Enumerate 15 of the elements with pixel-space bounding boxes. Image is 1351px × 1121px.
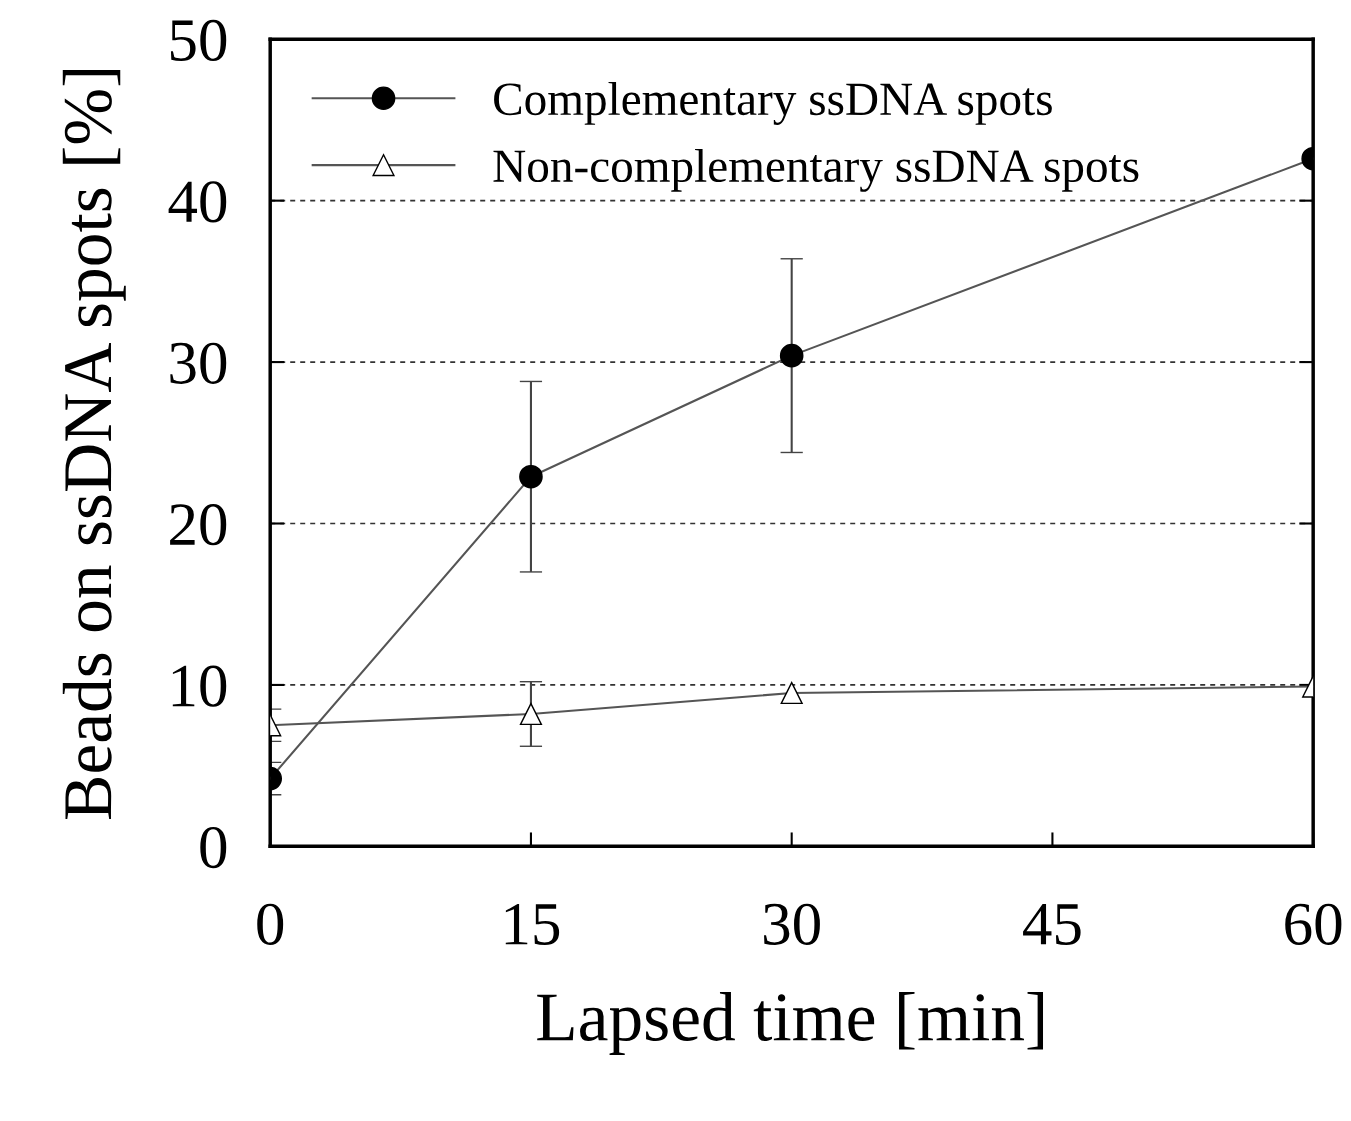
x-tick-label: 60 (1285, 903, 1342, 945)
x-tick-label: 45 (1023, 904, 1081, 945)
x-axis-title: Lapsed time [min] (537, 992, 1044, 1056)
y-tick-label: 0 (200, 826, 227, 869)
y-axis-title: Beads on ssDNA spots [%] (62, 69, 126, 819)
y-tick-label: 30 (170, 342, 227, 384)
y-tick-label: 10 (172, 665, 227, 707)
legend-label: Complementary ssDNA spots (494, 82, 1052, 125)
y-tick-label: 40 (168, 181, 227, 223)
x-tick-label: 15 (505, 903, 560, 945)
x-tick-label: 30 (764, 903, 820, 945)
x-tick-label: 0 (257, 903, 284, 945)
y-tick-label: 50 (170, 19, 227, 62)
y-tick-label: 20 (170, 504, 227, 546)
legend-label: Non-complementary ssDNA spots (493, 148, 1139, 192)
